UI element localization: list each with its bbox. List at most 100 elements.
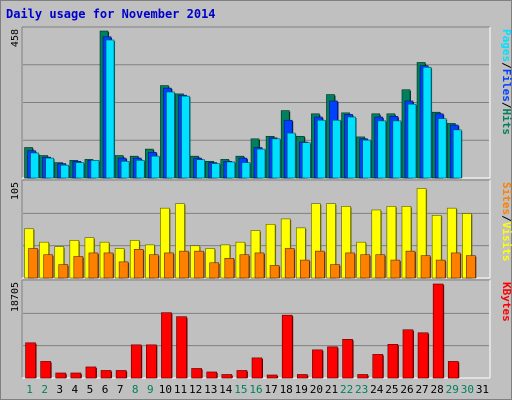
x-tick-label-day-22: 22 [340, 383, 353, 396]
bar-kbytes-day-28 [432, 283, 444, 379]
bar-sites-day-9 [149, 254, 159, 279]
y-max-label: 458 [10, 29, 21, 47]
bar-sites-day-18 [284, 248, 295, 279]
x-tick-label-day-15: 15 [234, 383, 247, 396]
bar-kbytes-day-29 [447, 361, 459, 379]
bar-kbytes-day-5 [85, 366, 97, 379]
x-tick-label-day-9: 9 [147, 383, 154, 396]
x-tick-label-day-1: 1 [26, 383, 33, 396]
bar-pages-day-27 [422, 66, 432, 179]
bar-pages-day-10 [166, 91, 175, 179]
bar-sites-day-23 [360, 254, 370, 279]
bar-pages-day-4 [75, 162, 85, 179]
bar-pages-day-6 [105, 39, 115, 179]
legend-entry: / [500, 102, 512, 109]
bar-kbytes-day-7 [115, 370, 127, 379]
x-tick-label-day-17: 17 [264, 383, 277, 396]
x-tick-label-day-18: 18 [280, 383, 293, 396]
bar-kbytes-day-14 [221, 374, 233, 379]
bar-sites-day-30 [466, 255, 476, 279]
bar-kbytes-day-18 [281, 314, 293, 379]
bar-sites-day-2 [43, 254, 53, 279]
bar-sites-day-4 [73, 256, 84, 279]
bar-pages-day-13 [211, 163, 221, 179]
bar-sites-day-29 [450, 252, 461, 279]
legend-entry: KBytes [500, 282, 512, 322]
bar-kbytes-day-23 [357, 374, 368, 379]
bar-kbytes-day-15 [236, 370, 248, 379]
x-tick-label-day-31: 31 [476, 383, 489, 396]
bar-pages-day-28 [437, 118, 447, 179]
bar-sites-day-27 [420, 255, 431, 279]
bar-pages-day-1 [30, 152, 39, 179]
bar-kbytes-day-12 [191, 368, 202, 379]
legend-entry: / [500, 215, 512, 222]
bar-sites-day-5 [88, 252, 99, 279]
bar-sites-day-8 [133, 249, 144, 279]
x-tick-label-day-3: 3 [56, 383, 63, 396]
x-tick-label-day-30: 30 [461, 383, 474, 396]
bar-sites-day-25 [390, 259, 401, 279]
legend-entry: Pages [500, 29, 512, 62]
bar-kbytes-day-17 [266, 374, 278, 379]
bar-kbytes-day-22 [342, 339, 353, 379]
legend: KBytes [500, 282, 512, 322]
bar-sites-day-7 [118, 261, 129, 279]
x-tick-label-day-19: 19 [295, 383, 308, 396]
bar-pages-day-23 [362, 139, 371, 179]
x-tick-label-day-6: 6 [102, 383, 109, 396]
bar-sites-day-15 [239, 254, 250, 279]
bar-pages-day-21 [332, 119, 341, 179]
bar-pages-day-14 [226, 161, 236, 179]
y-max-label: 105 [10, 182, 21, 200]
bar-pages-day-19 [301, 142, 311, 179]
bar-pages-day-15 [241, 162, 251, 179]
bar-sites-day-1 [28, 248, 38, 279]
bar-sites-day-22 [345, 252, 355, 279]
legend: Pages/Files/Hits [500, 29, 512, 135]
bar-sites-day-28 [435, 259, 446, 279]
bar-pages-day-17 [271, 138, 281, 179]
bar-pages-day-5 [90, 160, 100, 179]
legend-entry: Sites [500, 182, 512, 215]
x-tick-label-day-11: 11 [174, 383, 187, 396]
bar-sites-day-12 [194, 250, 204, 279]
bar-pages-day-24 [377, 120, 387, 179]
legend-entry: Hits [500, 109, 512, 136]
bar-kbytes-day-24 [372, 354, 384, 379]
bar-pages-day-11 [181, 95, 190, 179]
bar-sites-day-6 [103, 252, 114, 279]
bar-sites-day-10 [164, 252, 174, 279]
bar-kbytes-day-27 [417, 332, 429, 379]
bar-sites-day-21 [330, 264, 340, 279]
bar-pages-day-29 [452, 129, 462, 179]
bar-kbytes-day-10 [161, 312, 172, 379]
bar-kbytes-day-3 [55, 372, 67, 379]
x-tick-label-day-4: 4 [72, 383, 79, 396]
bar-kbytes-day-6 [100, 370, 112, 379]
bar-sites-day-3 [58, 264, 69, 279]
bar-kbytes-day-25 [387, 344, 399, 379]
bar-kbytes-day-19 [296, 374, 308, 379]
x-tick-label-day-2: 2 [41, 383, 48, 396]
x-tick-label-day-23: 23 [355, 383, 368, 396]
bar-pages-day-8 [135, 160, 145, 179]
x-tick-label-day-14: 14 [219, 383, 233, 396]
x-tick-label-day-20: 20 [310, 383, 323, 396]
bar-kbytes-day-9 [146, 344, 157, 379]
bar-pages-day-20 [317, 119, 326, 179]
y-max-label: 18705 [10, 282, 21, 312]
bar-sites-day-17 [269, 265, 280, 279]
bar-sites-day-11 [179, 250, 189, 279]
bar-sites-day-16 [254, 252, 265, 279]
bar-kbytes-day-21 [327, 346, 338, 379]
bar-pages-day-2 [45, 157, 54, 179]
bar-sites-day-24 [375, 254, 386, 279]
x-tick-label-day-10: 10 [159, 383, 172, 396]
x-tick-label-day-29: 29 [446, 383, 459, 396]
bar-pages-day-7 [120, 161, 130, 179]
bar-sites-day-14 [224, 258, 235, 279]
x-tick-label-day-16: 16 [249, 383, 262, 396]
bar-pages-day-25 [392, 120, 402, 179]
